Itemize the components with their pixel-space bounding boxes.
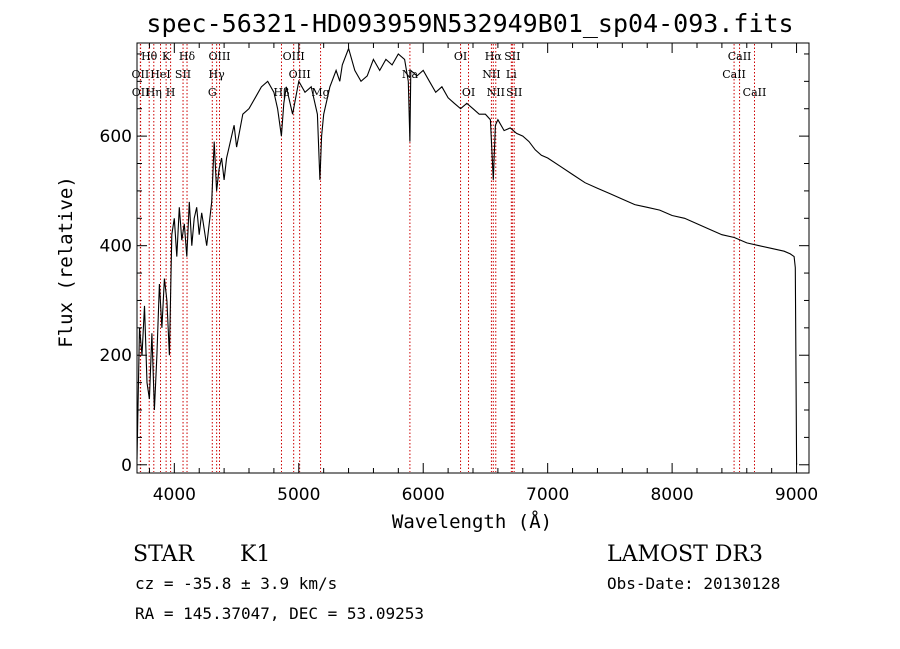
spectral-line-label: G: [208, 86, 217, 99]
spectral-line-label: SII: [175, 68, 191, 81]
spectral-line-label: Mg: [311, 86, 329, 99]
spectral-line-label: OI: [462, 86, 475, 99]
x-axis-label: Wavelength (Å): [392, 510, 552, 533]
spectral-line-label: OIII: [289, 68, 311, 81]
y-tick-label: 400: [100, 237, 132, 257]
spectral-line-label: NII: [482, 68, 500, 81]
spectral-line-markers: [139, 44, 755, 472]
spectral-line-label: OI: [454, 50, 467, 63]
spectral-line-label: Hα: [485, 50, 503, 63]
spectral-line-label: NII: [487, 86, 505, 99]
redshift-value: cz = -35.8 ± 3.9 km/s: [135, 574, 337, 593]
spectral-line-label: K: [162, 50, 171, 63]
chart-title: spec-56321-HD093959N532949B01_sp04-093.f…: [146, 9, 793, 38]
spectral-line-label: Hδ: [179, 50, 196, 63]
spectral-line-label: SII: [506, 86, 522, 99]
spectral-line-label: SII: [504, 50, 520, 63]
plot-frame: [136, 42, 810, 474]
spectral-line-label: Hγ: [209, 68, 226, 81]
obs-date: Obs-Date: 20130128: [607, 574, 780, 593]
spectral-line-label: Li: [506, 68, 517, 81]
object-subclass: K1: [240, 542, 270, 567]
y-tick-label: 600: [100, 127, 132, 147]
x-tick-label: 4000: [153, 485, 196, 505]
spectral-line-label: CaII: [722, 68, 746, 81]
x-tick-label: 5000: [277, 485, 320, 505]
spectral-line-label: OII: [132, 86, 150, 99]
x-tick-label: 6000: [402, 485, 445, 505]
spectral-line-label: OIII: [208, 50, 230, 63]
spectral-line-label: HeI: [150, 68, 170, 81]
spectral-line-label: OIII: [283, 50, 305, 63]
object-class: STAR: [133, 542, 195, 567]
spectral-line-label: Hθ: [141, 50, 158, 63]
x-tick-label: 9000: [775, 485, 818, 505]
survey-name: LAMOST DR3: [607, 542, 763, 567]
axis-ticks: 4000 5000 6000 7000 8000 9000 0 200 400 600: [100, 43, 818, 505]
spectral-line-label: H: [166, 86, 176, 99]
spectral-line-label: Na: [402, 68, 419, 81]
spectral-line-label: Hη: [146, 86, 162, 99]
x-tick-label: 8000: [650, 485, 693, 505]
spectrum-line: [136, 46, 798, 465]
spectral-line-label: CaII: [728, 50, 752, 63]
spectral-line-label: OII: [132, 68, 150, 81]
y-axis-label: Flux (relative): [55, 176, 77, 348]
y-tick-label: 200: [100, 346, 132, 366]
y-tick-label: 0: [121, 456, 132, 476]
x-tick-label: 7000: [526, 485, 569, 505]
ra-dec-coordinates: RA = 145.37047, DEC = 53.09253: [135, 604, 424, 623]
spectral-line-label: CaII: [743, 86, 767, 99]
